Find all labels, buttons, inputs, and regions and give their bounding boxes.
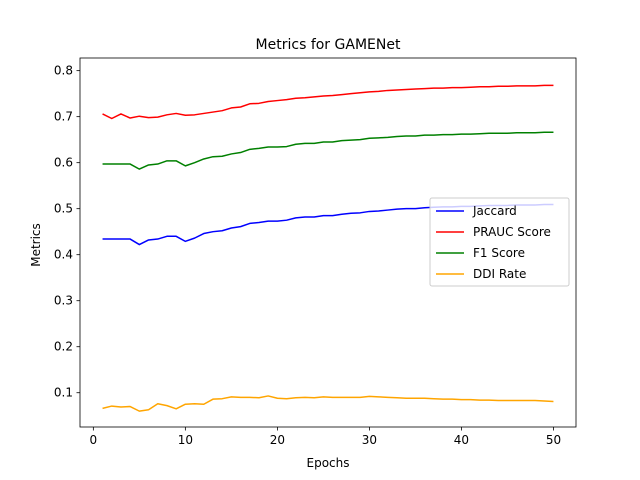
y-tick-label: 0.1 — [54, 386, 73, 400]
series-line-prauc-score — [102, 84, 554, 120]
y-tick-label: 0.7 — [54, 110, 73, 124]
y-tick-label: 0.3 — [54, 294, 73, 308]
y-axis-label: Metrics — [29, 223, 43, 267]
y-tick-label: 0.6 — [54, 156, 73, 170]
y-tick-label: 0.2 — [54, 340, 73, 354]
legend: Jaccard PRAUC Score F1 Score DDI Rate — [429, 197, 570, 287]
legend-box — [429, 197, 570, 287]
x-tick-label: 10 — [178, 433, 193, 447]
x-tick-label: 0 — [90, 433, 98, 447]
series-line-ddi-rate — [102, 395, 554, 412]
x-tick-label: 30 — [362, 433, 377, 447]
x-axis-label: Epochs — [307, 456, 350, 470]
legend-label-ddi-rate: DDI Rate — [473, 267, 526, 281]
plot-frame — [79, 57, 577, 428]
y-tick-label: 0.4 — [54, 248, 73, 262]
series-line-f1-score — [102, 131, 554, 170]
y-tick-label: 0.8 — [54, 64, 73, 78]
x-tick-label: 20 — [270, 433, 285, 447]
legend-label-jaccard: Jaccard — [472, 204, 517, 218]
plot-area: 0 10 20 30 40 50 0.1 0.2 0.3 0.4 0.5 0.6 0.7 0.8 — [54, 57, 577, 447]
x-tick-label: 40 — [454, 433, 469, 447]
legend-label-f1-score: F1 Score — [473, 246, 525, 260]
y-tick-label: 0.5 — [54, 202, 73, 216]
chart-title: Metrics for GAMENet — [256, 37, 401, 53]
x-tick-label: 50 — [546, 433, 561, 447]
legend-label-prauc-score: PRAUC Score — [473, 225, 551, 239]
